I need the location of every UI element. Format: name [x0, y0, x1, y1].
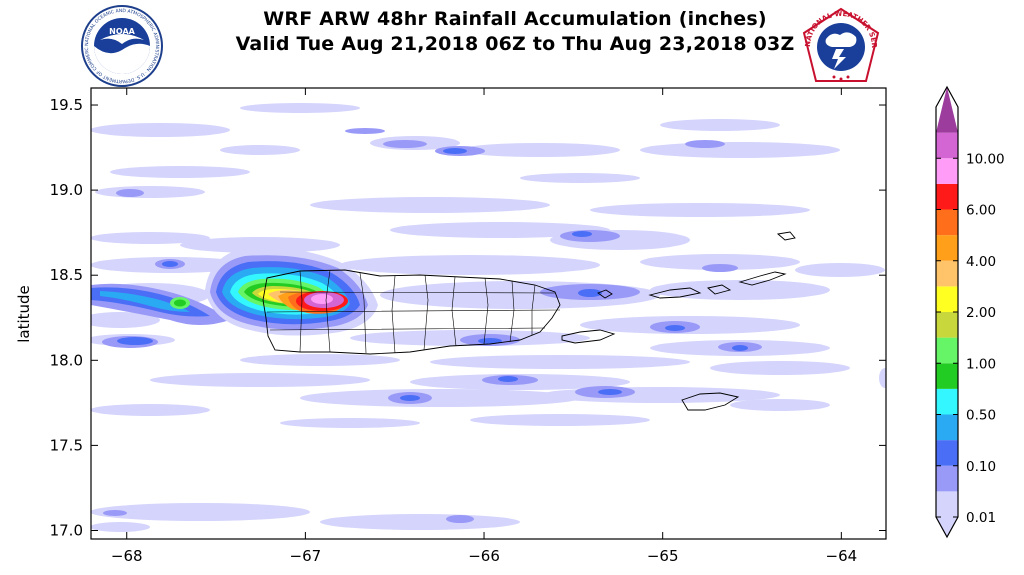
st-john-outline	[707, 284, 732, 295]
rain-band-blue	[117, 148, 748, 401]
x-tick-label: −68	[111, 547, 143, 565]
y-tick-label: 18.5	[50, 266, 83, 284]
colorbar-segment	[936, 363, 958, 389]
noaa-logo-text: NOAA	[109, 27, 135, 36]
colorbar-segment	[936, 440, 958, 466]
colorbar-segment	[936, 87, 958, 133]
municipality-lines	[266, 269, 561, 354]
y-tick-label: 17.0	[50, 521, 83, 539]
noaa-logo-icon: NOAA NATIONAL OCEANIC AND ATMOSPHERIC AD…	[80, 4, 163, 87]
colorbar: 0.01 0.10 0.50 1.00 2.00 4.00 6.00 10.00	[935, 85, 1005, 539]
culebra-outline	[597, 289, 613, 299]
rain-band-medium	[102, 128, 762, 523]
colorbar-segment	[936, 209, 958, 236]
y-tick-label: 18.0	[50, 351, 83, 369]
y-axis-label: latitude	[15, 285, 33, 343]
colorbar-label: 0.01	[966, 510, 996, 526]
anegada-outline	[776, 231, 796, 241]
colorbar-segment	[936, 158, 958, 184]
colorbar-segment	[936, 491, 958, 537]
chart-title-line1: WRF ARW 48hr Rainfall Accumulation (inch…	[263, 8, 767, 30]
y-tick-label: 19.0	[50, 181, 83, 199]
colorbar-label: 1.00	[966, 356, 996, 372]
colorbar-segment	[936, 312, 958, 338]
rain-band-west	[91, 283, 230, 325]
rainfall-field	[91, 103, 886, 532]
x-tick-label: −67	[290, 547, 322, 565]
y-tick-label: 19.5	[50, 96, 83, 114]
colorbar-label: 2.00	[966, 305, 996, 321]
colorbar-segment	[936, 414, 958, 441]
colorbar-segment	[936, 183, 958, 210]
x-axis: −68 −67 −66 −65 −64	[111, 88, 857, 565]
plot-frame	[90, 87, 887, 540]
x-tick-label: −65	[647, 547, 679, 565]
colorbar-segment	[936, 132, 958, 159]
rain-band-light	[91, 103, 886, 532]
x-tick-label: −64	[826, 547, 858, 565]
colorbar-label: 0.50	[966, 408, 996, 424]
coastlines	[262, 231, 796, 411]
st-croix-outline	[681, 392, 740, 411]
vieques-outline	[561, 329, 616, 344]
colorbar-segment	[936, 235, 958, 261]
colorbar-segment	[936, 286, 958, 312]
st-thomas-outline	[648, 287, 702, 299]
y-axis: 17.0 17.5 18.0 18.5 19.0 19.5	[50, 96, 886, 539]
colorbar-label: 10.00	[966, 151, 1005, 167]
y-tick-label: 17.5	[50, 436, 83, 454]
x-tick-label: −66	[468, 547, 500, 565]
nws-logo-icon: NATIONAL WEATHER SERVICE	[796, 3, 880, 82]
colorbar-segment	[936, 337, 958, 364]
storm-core	[205, 247, 378, 336]
colorbar-label: 0.10	[966, 459, 996, 475]
colorbar-segment	[936, 260, 958, 287]
colorbar-segment	[936, 388, 958, 415]
virgin-islands-outline	[738, 271, 787, 286]
colorbar-segment	[936, 465, 958, 492]
colorbar-label: 6.00	[966, 203, 996, 219]
puerto-rico-outline	[262, 269, 561, 355]
colorbar-label: 4.00	[966, 254, 996, 270]
chart-title-line2: Valid Tue Aug 21,2018 06Z to Thu Aug 23,…	[235, 33, 795, 55]
